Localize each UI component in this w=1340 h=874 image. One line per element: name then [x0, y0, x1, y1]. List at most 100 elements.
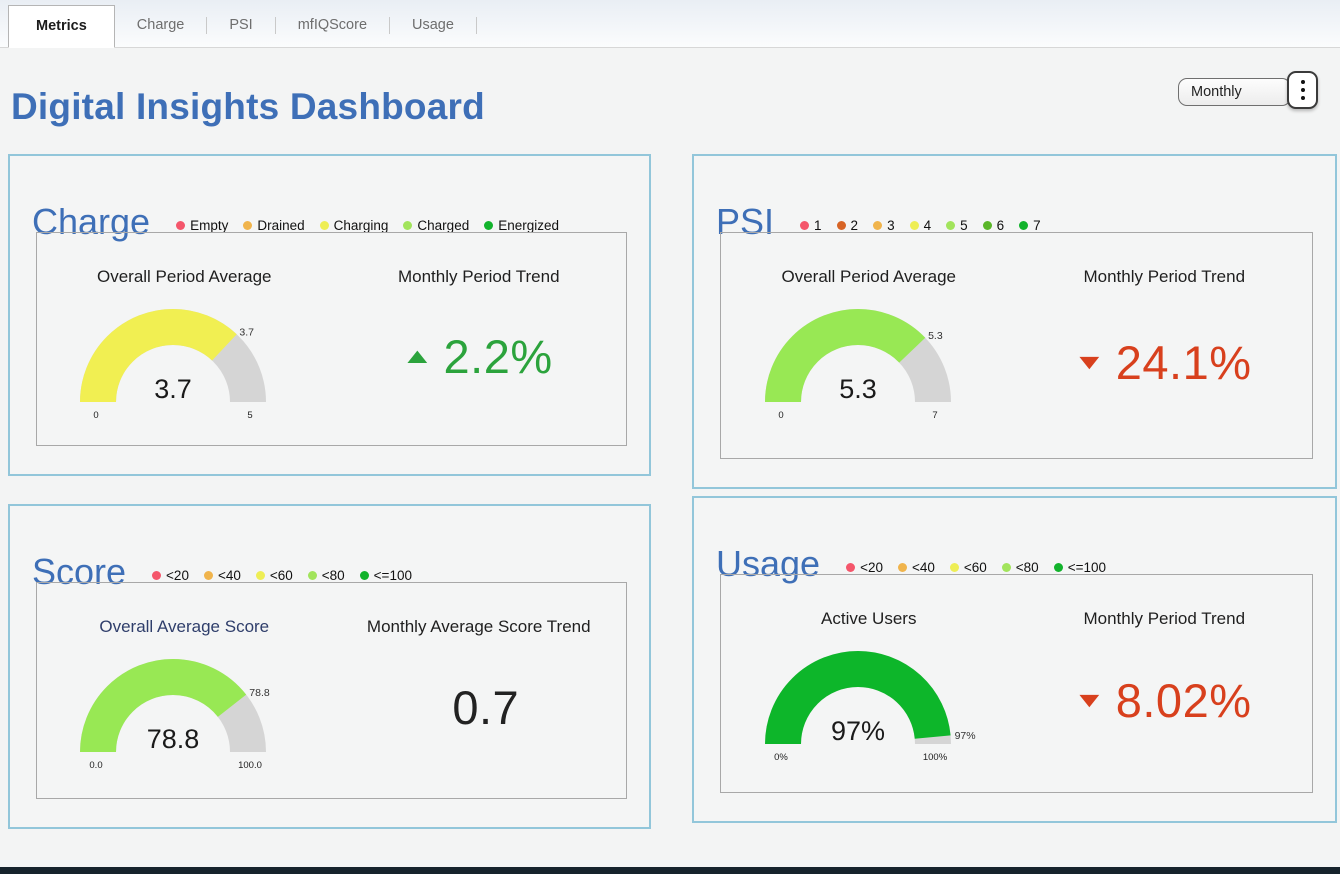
tab-divider: [274, 17, 276, 34]
legend-label: 5: [960, 218, 968, 234]
usage-card: Active Users 0% 100% 97% 97% Monthly Per…: [720, 574, 1313, 793]
trend-title: Monthly Period Trend: [1083, 267, 1246, 286]
gauge-max-label: 100%: [923, 752, 948, 763]
legend-item[interactable]: <40: [897, 560, 935, 576]
psi-card: Overall Period Average 0 7 5.3 5.3 Month…: [720, 232, 1313, 459]
period-dropdown-value: Monthly: [1191, 84, 1242, 100]
legend-label: 4: [923, 218, 932, 234]
legend-label: Energized: [498, 218, 560, 234]
tab-psi[interactable]: PSI: [229, 17, 253, 33]
legend-item[interactable]: 1: [800, 218, 822, 233]
legend-label: <60: [963, 560, 987, 576]
legend-dot-icon: [484, 221, 494, 231]
legend-dot-icon: [403, 221, 413, 231]
charge-legend: Empty Drained Charging Charged Energized: [176, 218, 559, 233]
charge-gauge: 0 5 3.7 3.7: [80, 309, 267, 421]
legend-dot-icon: [800, 221, 810, 231]
panels-grid: Charge Empty Drained Charging Charged En…: [0, 154, 1340, 844]
gauge-title: Overall Period Average: [781, 267, 956, 286]
period-dropdown[interactable]: Monthly: [1178, 78, 1291, 106]
legend-dot-icon: [307, 571, 317, 581]
gauge-title: Active Users: [821, 609, 917, 628]
usage-legend: <20 <40 <60 <80 <=100: [846, 560, 1106, 575]
gauge-tip-label: 78.8: [250, 687, 271, 699]
legend-item[interactable]: Drained: [243, 218, 305, 233]
panel-charge-title: Charge: [32, 200, 151, 242]
legend-label: <=100: [373, 568, 412, 584]
gauge-tip-label: 97%: [954, 730, 975, 742]
kebab-dot: [1300, 96, 1305, 100]
legend-label: <20: [166, 568, 189, 584]
legend-item[interactable]: <60: [255, 568, 293, 583]
trend-value: 8.02%: [1115, 674, 1252, 727]
trend-title: Monthly Period Trend: [397, 267, 560, 286]
tab-usage[interactable]: Usage: [412, 17, 454, 33]
gauge-min-label: 0%: [774, 752, 788, 763]
legend-label: <20: [860, 560, 883, 576]
legend-item[interactable]: <20: [846, 560, 883, 575]
legend-item[interactable]: Charged: [403, 218, 469, 233]
gauge-value: 97%: [831, 716, 885, 746]
legend-item[interactable]: 6: [982, 218, 1004, 233]
gauge-tip-label: 5.3: [928, 330, 943, 342]
legend-item[interactable]: Empty: [176, 218, 228, 233]
legend-label: Charged: [417, 218, 470, 234]
tab-charge[interactable]: Charge: [136, 17, 185, 33]
legend-item[interactable]: Energized: [484, 218, 559, 233]
legend-item[interactable]: 2: [836, 218, 859, 234]
kebab-dot: [1300, 88, 1305, 92]
gauge-min-label: 0.0: [90, 760, 103, 771]
legend-dot-icon: [243, 221, 253, 231]
legend-dot-icon: [152, 571, 162, 581]
legend-label: 2: [850, 218, 859, 234]
gauge-min-label: 0: [778, 410, 783, 421]
panel-score: Score <20 <40 <60 <80 <=100 Overall Aver…: [8, 504, 651, 829]
legend-item[interactable]: 3: [873, 218, 895, 233]
tab-mfiqscore[interactable]: mfIQScore: [297, 17, 368, 33]
gauge-max-label: 5: [248, 410, 253, 421]
legend-item[interactable]: <80: [307, 568, 345, 583]
legend-item[interactable]: <40: [203, 568, 241, 583]
legend-label: 1: [814, 218, 822, 234]
legend-dot-icon: [946, 221, 956, 231]
tab-divider: [206, 17, 208, 34]
charge-card: Overall Period Average 0 5 3.7 3.7 Month…: [36, 232, 627, 446]
trend-value: 0.7: [452, 681, 520, 734]
legend-item[interactable]: Charging: [319, 218, 389, 234]
legend-dot-icon: [176, 221, 186, 231]
gauge-max-label: 7: [932, 410, 937, 421]
tab-metrics[interactable]: Metrics: [8, 5, 115, 48]
legend-dot-icon: [909, 221, 919, 231]
legend-item[interactable]: 4: [909, 218, 932, 234]
kebab-menu-icon[interactable]: [1287, 71, 1318, 109]
legend-item[interactable]: 7: [1019, 218, 1041, 233]
legend-item[interactable]: <60: [949, 560, 987, 576]
tab-bar: Metrics Charge PSI mfIQScore Usage: [0, 0, 1340, 48]
legend-dot-icon: [255, 571, 265, 581]
legend-item[interactable]: <80: [1001, 560, 1039, 576]
panel-usage: Usage <20 <40 <60 <80 <=100 Active Users…: [692, 496, 1337, 823]
score-card: Overall Average Score 0.0 100.0 78.8 78.…: [36, 582, 627, 799]
legend-dot-icon: [982, 221, 992, 231]
psi-gauge: 0 7 5.3 5.3: [764, 309, 951, 421]
legend-item[interactable]: <=100: [1053, 560, 1106, 575]
legend-dot-icon: [203, 571, 213, 581]
trend-up-icon: ▲: [400, 343, 434, 368]
tab-divider: [475, 17, 477, 34]
legend-dot-icon: [949, 563, 959, 573]
score-gauge: 0.0 100.0 78.8 78.8: [80, 659, 271, 771]
legend-item[interactable]: 5: [946, 218, 968, 233]
gauge-value: 3.7: [154, 374, 192, 404]
legend-item[interactable]: <=100: [359, 568, 412, 584]
trend-down-icon: ▼: [1072, 350, 1107, 374]
legend-label: Charging: [333, 218, 389, 234]
panel-charge: Charge Empty Drained Charging Charged En…: [8, 154, 651, 476]
legend-item[interactable]: <20: [152, 568, 189, 583]
legend-label: <40: [911, 560, 935, 576]
legend-dot-icon: [873, 221, 883, 231]
dashboard-header: Digital Insights Dashboard Monthly: [0, 48, 1340, 154]
page-title: Digital Insights Dashboard: [11, 85, 485, 127]
legend-label: <80: [1015, 560, 1039, 576]
trend-title: Monthly Average Score Trend: [366, 617, 591, 636]
legend-label: 3: [887, 218, 895, 234]
